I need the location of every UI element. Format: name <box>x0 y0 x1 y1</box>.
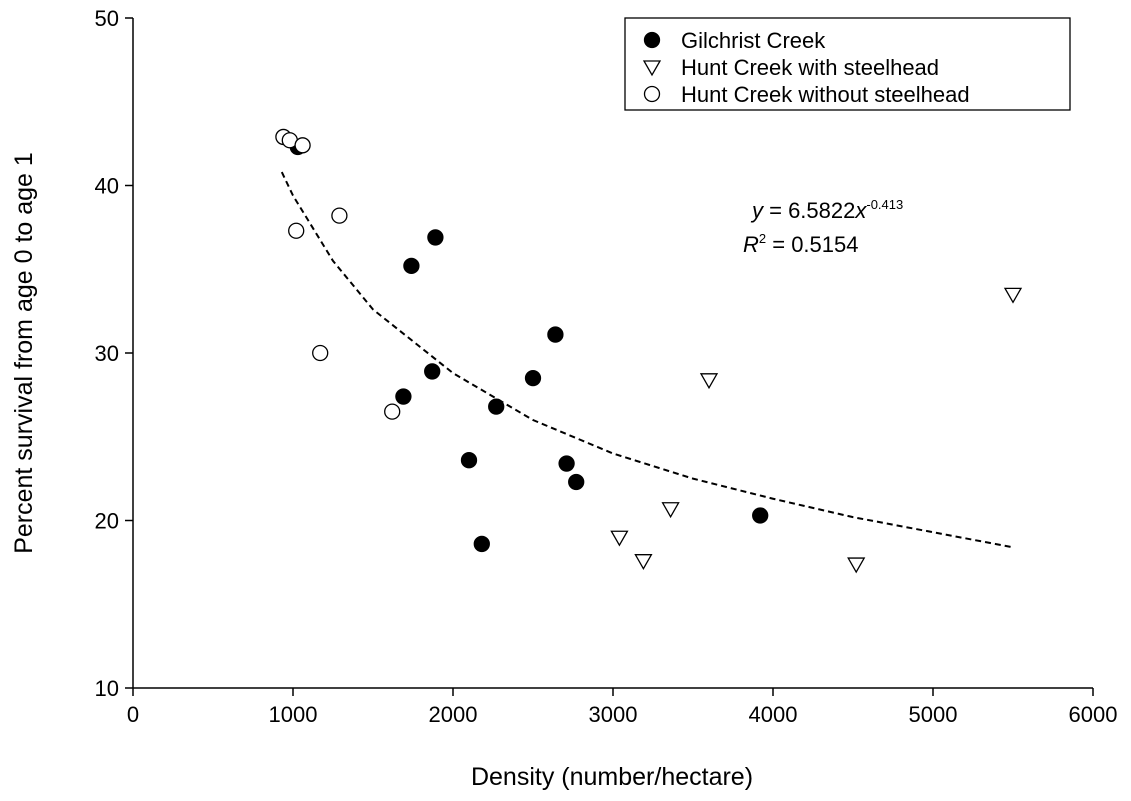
marker <box>661 502 680 519</box>
marker <box>395 388 412 405</box>
eq-exp: -0.413 <box>866 197 903 212</box>
marker <box>752 507 769 524</box>
marker <box>547 326 564 343</box>
r2-sup: 2 <box>759 231 766 246</box>
x-tick-label: 2000 <box>429 702 478 727</box>
marker <box>643 85 661 103</box>
legend-label: Hunt Creek without steelhead <box>681 82 970 107</box>
marker <box>524 369 542 387</box>
y-tick-label: 20 <box>95 509 119 534</box>
y-tick-label: 40 <box>95 174 119 199</box>
r2-r: R <box>743 232 759 257</box>
x-tick-label: 0 <box>127 702 139 727</box>
eq-x: x <box>854 198 867 223</box>
fit-equation: y = 6.5822x-0.413 <box>750 197 903 223</box>
x-tick-label: 5000 <box>909 702 958 727</box>
y-tick-label: 10 <box>95 676 119 701</box>
legend-label: Gilchrist Creek <box>681 28 826 53</box>
marker <box>568 473 585 491</box>
marker <box>699 373 719 390</box>
marker <box>427 229 444 246</box>
eq-coef: = 6.5822 <box>763 198 855 223</box>
x-tick-label: 4000 <box>749 702 798 727</box>
marker <box>558 455 575 472</box>
x-tick-label: 6000 <box>1069 702 1118 727</box>
marker <box>403 257 420 275</box>
marker <box>610 530 629 547</box>
marker <box>424 363 441 380</box>
r2-val: = 0.5154 <box>766 232 858 257</box>
marker <box>642 60 662 77</box>
marker <box>473 535 490 553</box>
y-tick-label: 30 <box>95 341 119 366</box>
marker <box>384 403 401 420</box>
legend-label: Hunt Creek with steelhead <box>681 55 939 80</box>
marker <box>634 554 653 571</box>
marker <box>294 137 311 154</box>
marker <box>331 207 348 224</box>
marker <box>847 557 866 574</box>
marker <box>312 344 329 362</box>
x-tick-label: 1000 <box>269 702 318 727</box>
y-tick-label: 50 <box>95 6 119 31</box>
marker <box>643 31 661 49</box>
legend-box <box>624 17 1071 111</box>
eq-y: y <box>750 198 765 223</box>
marker <box>288 222 305 239</box>
fit-line <box>280 171 1014 549</box>
x-axis-label: Density (number/hectare) <box>471 763 753 791</box>
fit-r2: R2 = 0.5154 <box>743 231 859 257</box>
marker <box>460 452 478 469</box>
marker <box>1003 287 1023 304</box>
marker <box>488 398 505 415</box>
x-tick-label: 3000 <box>589 702 638 727</box>
y-axis-label: Percent survival from age 0 to age 1 <box>10 152 38 554</box>
